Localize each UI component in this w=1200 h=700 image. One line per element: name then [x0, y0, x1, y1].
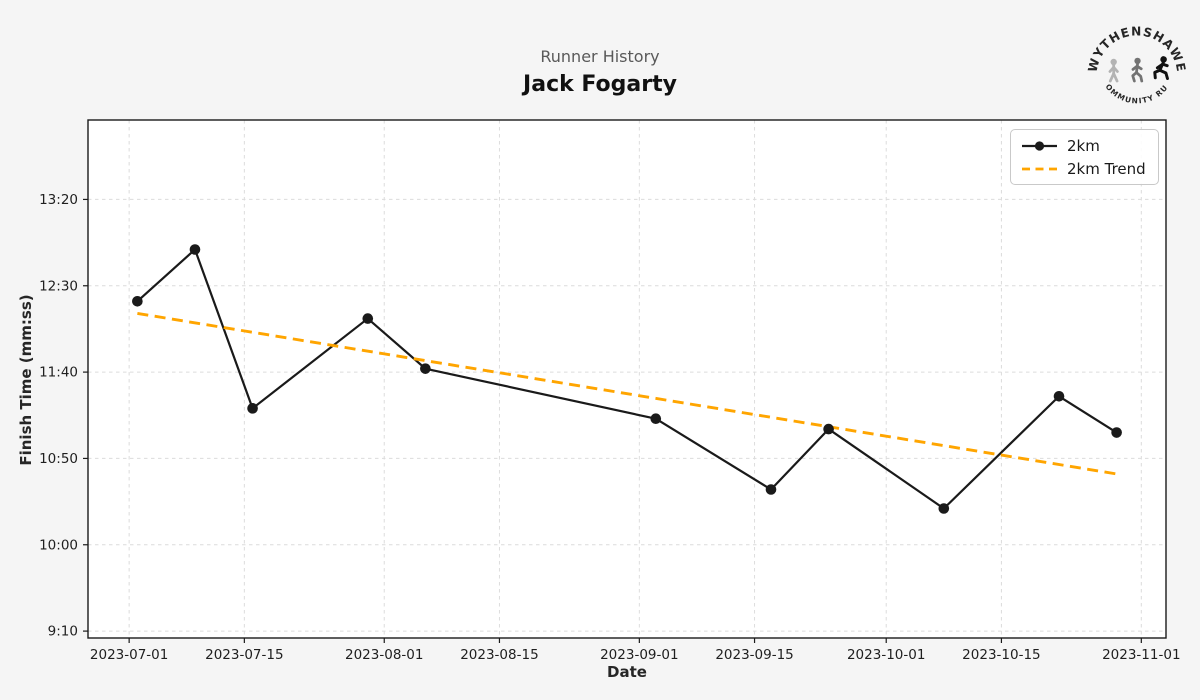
y-tick-label: 10:00 — [39, 537, 78, 553]
data-point-marker — [132, 296, 143, 307]
x-tick-label: 2023-09-15 — [715, 647, 793, 663]
x-tick-label: 2023-10-15 — [962, 647, 1040, 663]
y-tick-label: 11:40 — [39, 365, 78, 381]
x-axis-label: Date — [607, 663, 647, 681]
y-tick-label: 12:30 — [39, 278, 78, 294]
sprinter-icon — [1153, 56, 1169, 81]
chart-legend: 2km 2km Trend — [1010, 129, 1159, 185]
x-tick-label: 2023-07-15 — [205, 647, 283, 663]
x-tick-label: 2023-08-01 — [345, 647, 423, 663]
data-point-marker — [650, 413, 662, 425]
data-point-marker — [362, 313, 374, 324]
data-point-marker — [1053, 390, 1065, 402]
y-axis-label: Finish Time (mm:ss) — [17, 294, 35, 466]
y-tick-label: 9:10 — [48, 624, 78, 640]
legend-entry-2km: 2km — [1021, 137, 1148, 155]
x-tick-label: 2023-10-01 — [847, 647, 925, 663]
x-tick-label: 2023-09-01 — [600, 647, 678, 663]
data-point-marker — [420, 363, 431, 374]
x-tick-label: 2023-07-01 — [90, 647, 168, 663]
club-logo: WYTHENSHAWE COMMUNITY RUN — [1084, 10, 1187, 106]
legend-label-2km-trend: 2km Trend — [1067, 159, 1146, 178]
series-2km-trend-line — [137, 311, 1117, 476]
data-point-marker — [247, 403, 258, 414]
data-point-marker — [765, 484, 777, 495]
runner-name-title: Jack Fogarty — [523, 72, 677, 97]
data-point-marker — [189, 244, 201, 255]
legend-entry-2km-trend: 2km Trend — [1021, 160, 1148, 178]
x-tick-label: 2023-08-15 — [460, 647, 538, 663]
data-point-marker — [1111, 427, 1122, 438]
title-block: Runner History Jack Fogarty — [0, 46, 1200, 100]
y-tick-label: 13:20 — [39, 192, 78, 208]
chart-subtitle: Runner History — [540, 47, 660, 66]
data-point-marker — [823, 423, 834, 435]
x-tick-label: 2023-11-01 — [1102, 647, 1180, 663]
legend-label-2km: 2km — [1067, 136, 1100, 155]
plot-area — [88, 120, 1166, 638]
plot-border — [87, 119, 1167, 639]
data-point-marker — [938, 503, 950, 514]
y-tick-label: 10:50 — [39, 451, 78, 467]
jogger-icon — [1131, 57, 1144, 83]
walker-icon — [1108, 58, 1119, 83]
legend-dashed-line-sample-icon — [1022, 167, 1057, 170]
legend-line-sample-icon — [1022, 140, 1057, 151]
